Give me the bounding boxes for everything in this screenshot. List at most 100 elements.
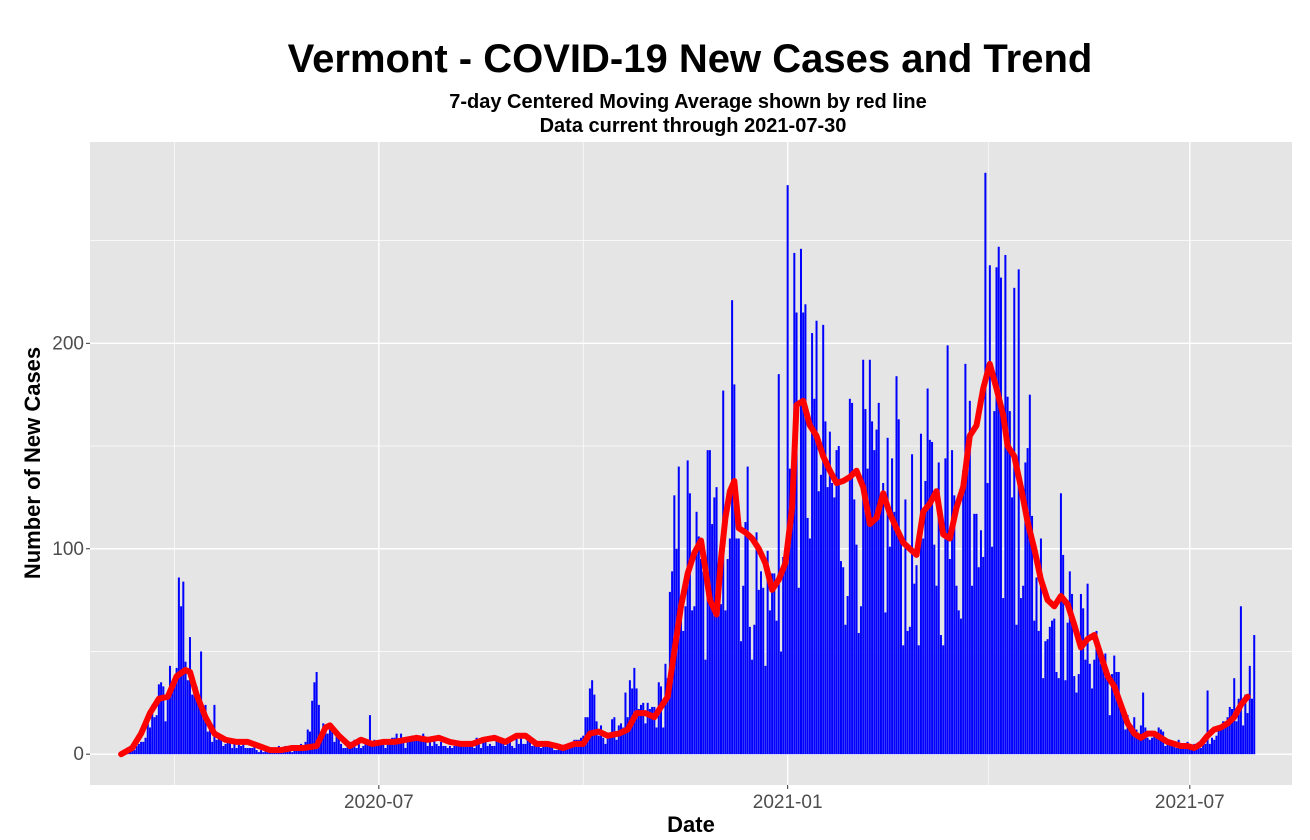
chart-title: Vermont - COVID-19 New Cases and Trend (288, 37, 1093, 81)
daily-case-bar (1031, 515, 1034, 755)
daily-case-bar (153, 717, 156, 755)
daily-case-bar (406, 741, 409, 755)
daily-case-bar (759, 571, 762, 755)
daily-case-bar (308, 731, 311, 755)
daily-case-bar (722, 390, 725, 755)
daily-case-bar (331, 731, 334, 755)
daily-case-bar (246, 748, 249, 755)
daily-case-bar (171, 686, 174, 755)
daily-case-bar (502, 743, 505, 755)
daily-case-bar (628, 680, 631, 755)
daily-case-bar (884, 612, 887, 755)
daily-case-bar (899, 536, 902, 755)
daily-case-bar (520, 733, 523, 755)
daily-case-bar (842, 567, 845, 755)
daily-case-bar (1204, 743, 1207, 755)
daily-case-bar (231, 748, 234, 755)
daily-case-bar (1015, 624, 1018, 755)
daily-case-bar (588, 688, 591, 755)
daily-case-bar (1091, 688, 1094, 755)
daily-case-bar (548, 745, 551, 755)
daily-case-bar (731, 300, 734, 755)
daily-case-bar (948, 559, 951, 755)
daily-case-bar (931, 441, 934, 755)
daily-case-bar (197, 696, 200, 755)
daily-case-bar (233, 741, 236, 755)
daily-case-bar (844, 624, 847, 755)
daily-case-bar (1171, 745, 1174, 755)
daily-case-bar (768, 610, 771, 755)
daily-case-bar (1104, 653, 1107, 755)
daily-case-bar (642, 702, 645, 755)
x-tick-label: 2020-07 (344, 792, 414, 813)
daily-case-bar (375, 745, 378, 755)
daily-case-bar (942, 645, 945, 755)
daily-case-bar (1022, 585, 1025, 755)
daily-case-bar (817, 491, 820, 755)
daily-case-bar (922, 538, 925, 755)
daily-case-bar (420, 737, 423, 755)
daily-case-bar (1224, 721, 1227, 755)
daily-case-bar (397, 739, 400, 755)
daily-case-bar (1117, 672, 1120, 755)
daily-case-bar (211, 741, 214, 755)
daily-case-bar (1057, 678, 1060, 755)
daily-case-bar (424, 737, 427, 755)
daily-case-bar (1071, 593, 1074, 755)
daily-case-bar (431, 745, 434, 755)
daily-case-bar (993, 411, 996, 755)
daily-case-bar (473, 748, 476, 755)
daily-case-bar (317, 704, 320, 755)
daily-case-bar (426, 745, 429, 755)
daily-case-bar (831, 483, 834, 755)
daily-case-bar (637, 708, 640, 755)
daily-case-bar (791, 522, 794, 755)
daily-case-bar (762, 587, 765, 755)
daily-case-bar (788, 468, 791, 755)
daily-case-bar (493, 745, 496, 755)
daily-case-bar (855, 544, 858, 755)
daily-case-bar (202, 713, 205, 755)
daily-case-bar (497, 737, 500, 755)
daily-case-bar (895, 376, 898, 755)
daily-case-bar (337, 735, 340, 755)
daily-case-bar (1044, 641, 1047, 755)
daily-case-bar (662, 727, 665, 755)
daily-case-bar (757, 589, 760, 755)
daily-case-bar (480, 748, 483, 755)
daily-case-bar (537, 741, 540, 755)
chart-subtitle-2: Data current through 2021-07-30 (540, 115, 847, 137)
daily-case-bar (380, 743, 383, 755)
daily-case-bar (828, 431, 831, 755)
daily-case-bar (555, 750, 558, 755)
daily-case-bar (462, 741, 465, 755)
daily-case-bar (542, 745, 545, 755)
daily-case-bar (646, 702, 649, 755)
daily-case-bar (897, 419, 900, 755)
daily-case-bar (882, 483, 885, 755)
daily-case-bar (248, 748, 251, 755)
daily-case-bar (813, 398, 816, 755)
daily-case-bar (457, 743, 460, 755)
daily-case-bar (504, 745, 507, 755)
daily-case-bar (935, 585, 938, 755)
daily-case-bar (577, 739, 580, 755)
daily-case-bar (1053, 618, 1056, 755)
daily-case-bar (357, 737, 360, 755)
daily-case-bar (388, 739, 391, 755)
daily-case-bar (217, 735, 220, 755)
daily-case-bar (651, 706, 654, 755)
daily-case-bar (873, 450, 876, 755)
daily-case-bar (846, 596, 849, 755)
daily-case-bar (997, 246, 1000, 755)
daily-case-bar (591, 680, 594, 755)
daily-case-bar (622, 727, 625, 755)
daily-case-bar (495, 735, 498, 755)
daily-case-bar (1086, 583, 1089, 755)
daily-case-bar (291, 752, 294, 755)
daily-case-bar (342, 748, 345, 755)
daily-case-bar (168, 665, 171, 755)
daily-case-bar (682, 630, 685, 755)
daily-case-bar (715, 487, 718, 755)
daily-case-bar (386, 743, 389, 755)
